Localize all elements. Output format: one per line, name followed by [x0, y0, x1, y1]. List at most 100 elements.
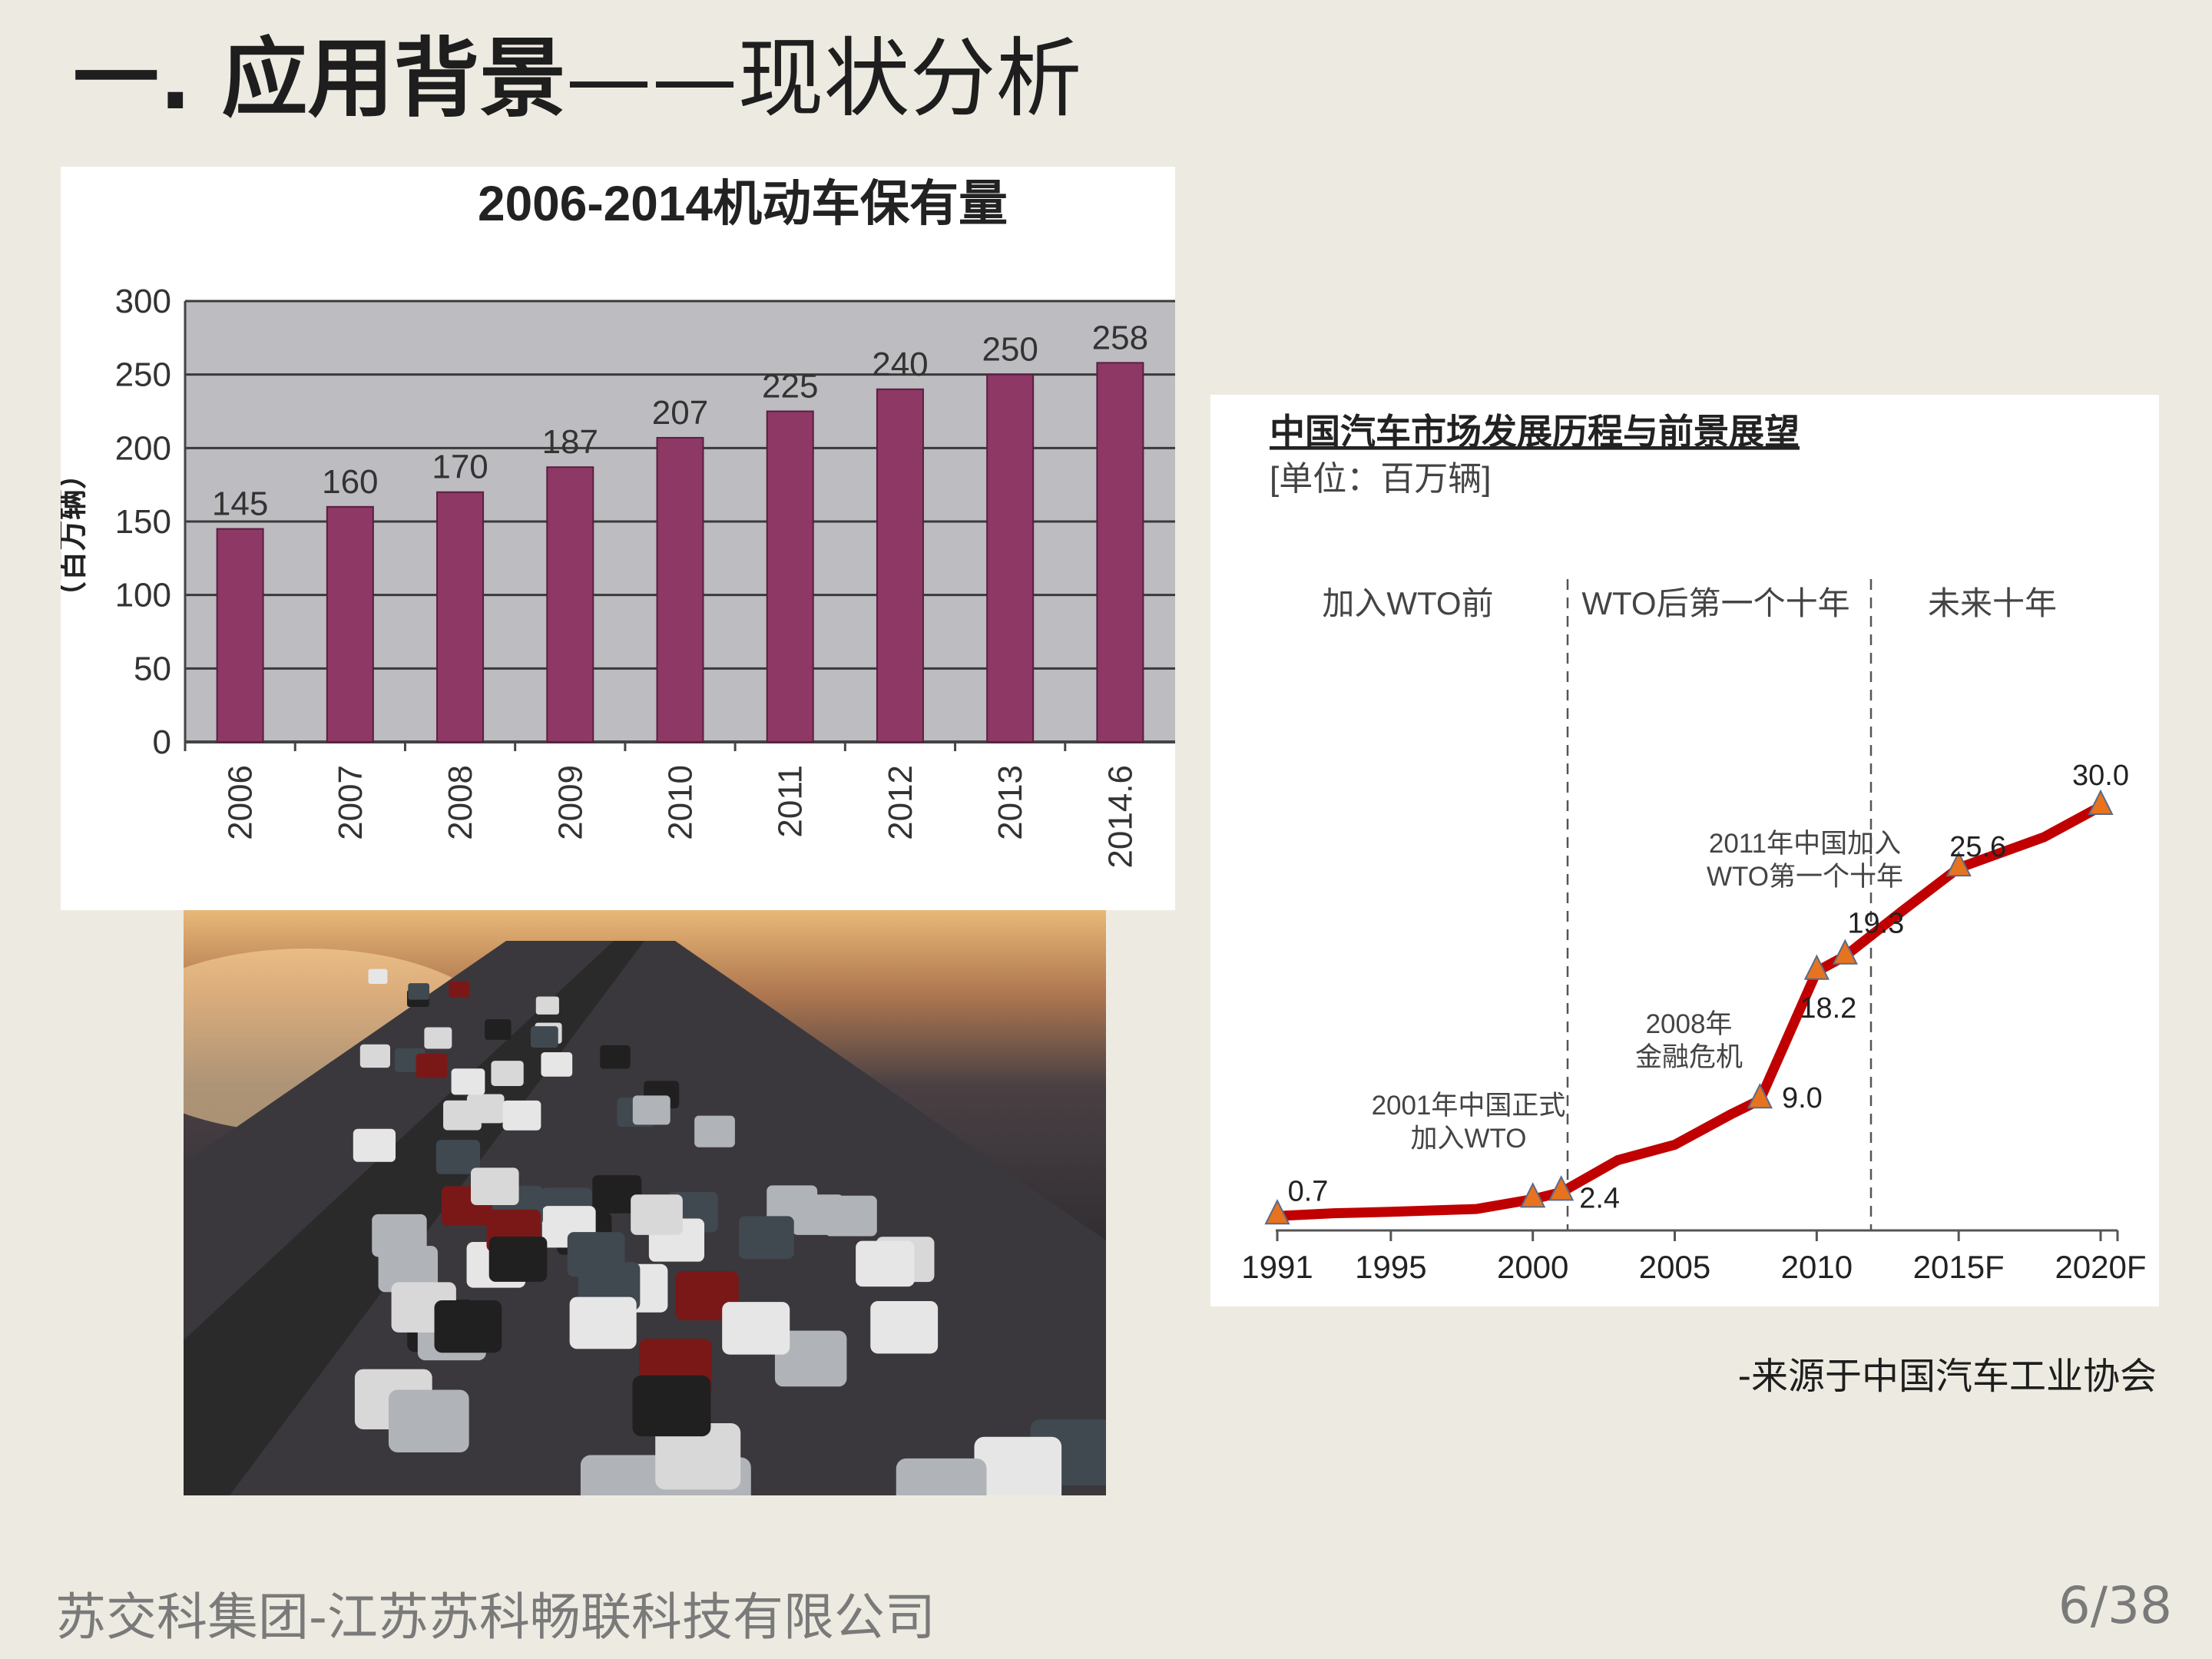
bar-value-label: 225 — [762, 368, 818, 406]
line-chart: 中国汽车市场发展历程与前景展望 [单位：百万辆] 加入WTO前 WTO后第一个十年… — [1241, 412, 2146, 1285]
data-point-label: 30.0 — [2072, 760, 2129, 792]
car — [416, 1053, 448, 1078]
car — [435, 1140, 481, 1174]
data-point-label: 18.2 — [1800, 992, 1856, 1025]
car — [738, 1216, 794, 1260]
car — [870, 1301, 939, 1354]
x-tick-label: 2015F — [1913, 1249, 2005, 1285]
car — [774, 1330, 847, 1387]
bar-chart-title: 2006-2014机动车保有量 — [478, 176, 1008, 231]
y-tick-label: 50 — [134, 650, 171, 687]
car — [434, 1300, 502, 1353]
data-point-marker — [1264, 1199, 1290, 1225]
car — [580, 1455, 671, 1495]
slide-title: 一. 应用背景——现状分析 — [73, 29, 1082, 129]
chart-annotation: 2008年 — [1646, 1009, 1733, 1039]
x-tick-label: 2014.6 — [1101, 765, 1139, 869]
car — [592, 1175, 642, 1214]
car — [449, 981, 470, 998]
bar-value-label: 207 — [652, 394, 708, 432]
y-tick-label: 200 — [115, 429, 171, 467]
car — [567, 1232, 625, 1277]
car — [856, 1240, 915, 1287]
bar-value-label: 160 — [322, 463, 378, 501]
bar-chart: 2006-2014机动车保有量 （百万辆） 0 50 100 150 200 250 300… — [55, 176, 1175, 869]
car — [388, 1389, 469, 1452]
car — [600, 1045, 631, 1069]
car — [408, 983, 429, 1000]
line-chart-panel: 中国汽车市场发展历程与前景展望 [单位：百万辆] 加入WTO前 WTO后第一个十年… — [1210, 395, 2159, 1306]
car — [535, 996, 559, 1015]
series-line — [1272, 801, 2106, 1221]
data-point-marker — [2088, 789, 2114, 815]
data-point-label: 2.4 — [1579, 1182, 1620, 1214]
car — [470, 1167, 519, 1206]
car — [491, 1061, 524, 1086]
x-tick-label: 2013 — [992, 765, 1029, 840]
car — [541, 1052, 573, 1077]
footer-company: 苏交科集团-江苏苏科畅联科技有限公司 — [55, 1588, 935, 1647]
bar-value-label: 250 — [982, 331, 1038, 369]
chart-annotation: 2011年中国加入 — [1709, 829, 1901, 859]
chart-annotation: 加入WTO — [1410, 1124, 1526, 1154]
car — [569, 1296, 637, 1349]
data-point-label: 0.7 — [1288, 1175, 1329, 1207]
period-label: 加入WTO前 — [1322, 585, 1493, 621]
car — [974, 1436, 1062, 1495]
x-tick-label: 2010 — [662, 765, 700, 840]
x-tick-label: 2011 — [772, 765, 810, 838]
traffic-jam-photo — [184, 910, 1106, 1495]
car — [530, 1026, 558, 1048]
chart-annotation: WTO第一个十年 — [1707, 862, 1903, 892]
car — [485, 1019, 512, 1040]
car — [353, 1128, 396, 1162]
car — [631, 1194, 683, 1235]
bar-value-label: 240 — [872, 346, 928, 383]
x-tick-label: 2008 — [442, 765, 479, 840]
car — [632, 1095, 671, 1125]
bar-value-label: 187 — [542, 423, 598, 461]
car — [451, 1068, 485, 1095]
y-tick-label: 250 — [115, 356, 171, 394]
data-point-marker — [1747, 1082, 1773, 1109]
data-point-marker — [1832, 939, 1858, 965]
bar-value-label: 258 — [1092, 319, 1148, 356]
bar — [326, 505, 374, 743]
car — [655, 1423, 741, 1490]
bar-value-label: 170 — [432, 449, 488, 486]
bar — [766, 410, 814, 743]
car — [368, 969, 388, 984]
bar — [1096, 362, 1144, 743]
x-tick-label: 2000 — [1497, 1249, 1568, 1285]
y-tick-label: 100 — [115, 577, 171, 614]
x-tick-label: 2006 — [222, 765, 260, 840]
period-label: 未来十年 — [1928, 585, 2057, 621]
car — [359, 1044, 391, 1068]
car — [896, 1458, 987, 1495]
data-point-marker — [1945, 850, 1972, 877]
x-tick-label: 2005 — [1639, 1249, 1710, 1285]
title-sub: ——现状分析 — [565, 29, 1082, 129]
photo-drawing — [184, 941, 1106, 1495]
car — [694, 1115, 735, 1147]
car — [424, 1027, 452, 1049]
x-tick-label: 2020F — [2055, 1249, 2146, 1285]
car — [372, 1214, 427, 1257]
bar — [656, 436, 704, 743]
car — [632, 1375, 711, 1437]
bar — [876, 388, 924, 743]
data-point-marker — [1803, 954, 1830, 980]
source-note: -来源于中国汽车工业协会 — [1737, 1355, 2157, 1398]
bar-chart-ylabel: （百万辆） — [61, 459, 89, 612]
y-tick-label: 0 — [153, 724, 171, 761]
car — [722, 1302, 790, 1355]
car — [443, 1100, 482, 1131]
data-point-label: 19.3 — [1847, 908, 1904, 940]
data-point-marker — [1548, 1175, 1575, 1201]
car — [488, 1237, 548, 1282]
title-main: 一. 应用背景 — [73, 29, 566, 129]
page-number: 6/38 — [2058, 1576, 2172, 1635]
bar — [986, 373, 1035, 743]
bar — [436, 491, 485, 743]
x-tick-label: 1991 — [1241, 1249, 1313, 1285]
